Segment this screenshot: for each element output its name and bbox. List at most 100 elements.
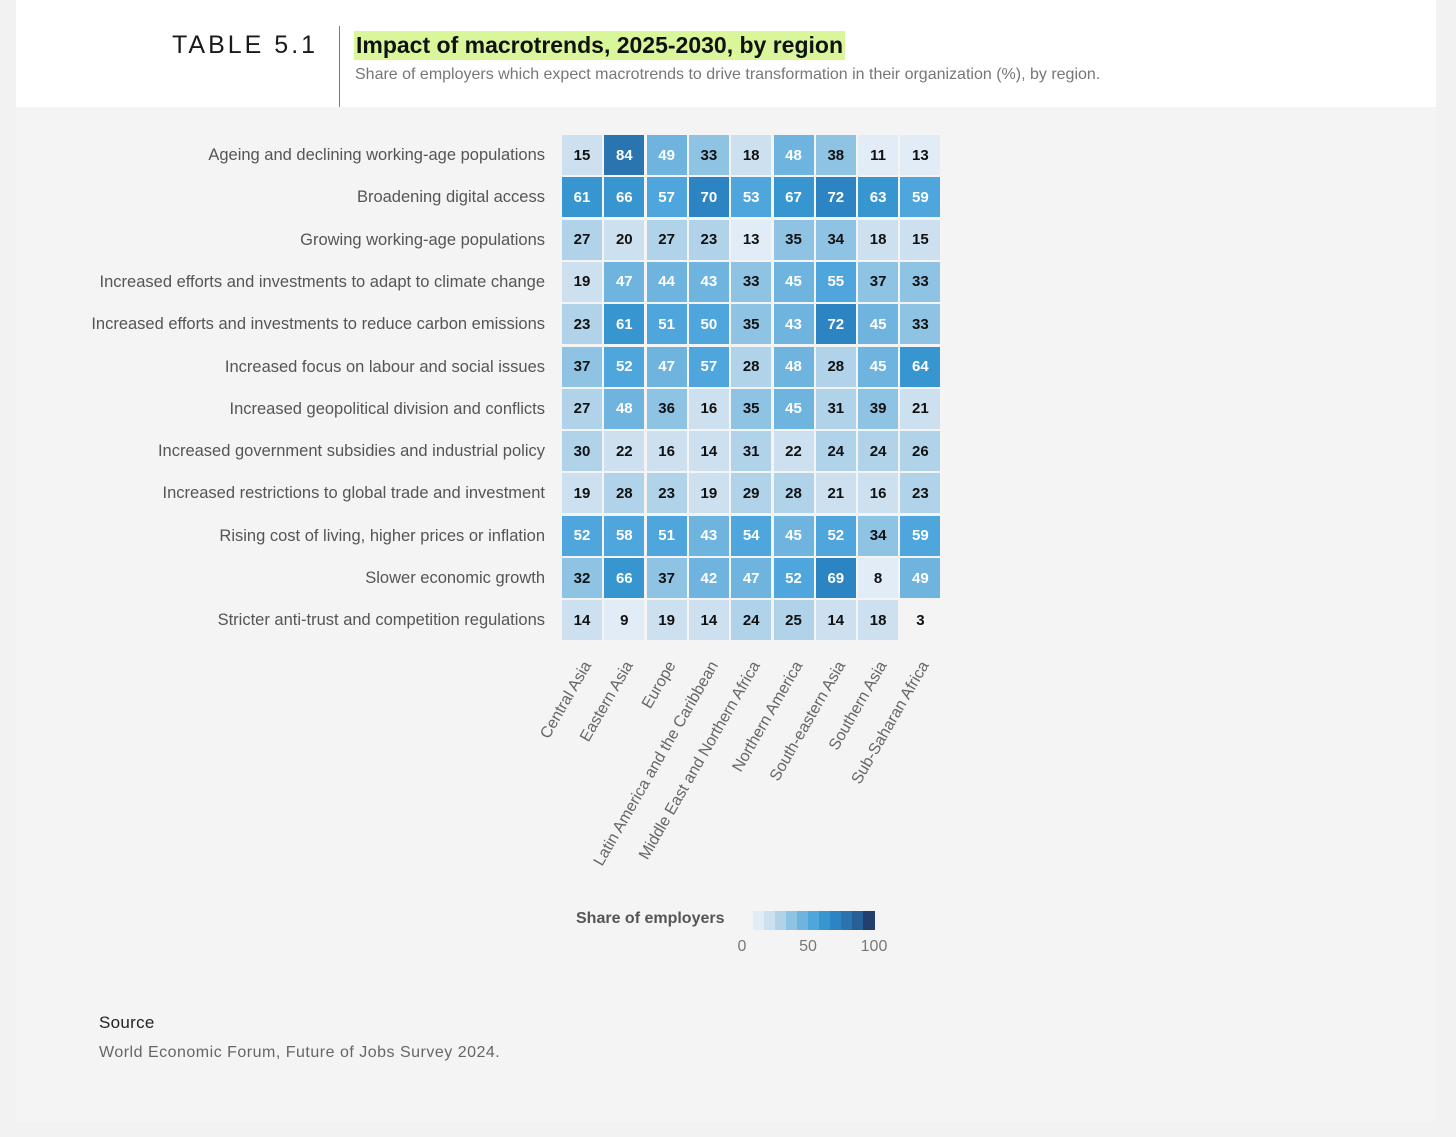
- heatmap-cell: 53: [731, 177, 772, 218]
- heatmap-cell: 63: [858, 177, 899, 218]
- column-label: South-eastern Asia: [766, 658, 849, 784]
- heatmap-cell: 14: [688, 600, 729, 641]
- heatmap-cell: 34: [815, 219, 856, 260]
- source-label: Source: [99, 1013, 155, 1032]
- heatmap-cell: 15: [562, 135, 602, 175]
- row-label: Increased geopolitical division and conf…: [229, 399, 545, 418]
- heatmap-cell: 35: [731, 388, 772, 429]
- heatmap-cell: 13: [900, 135, 941, 175]
- heatmap-cell: 51: [646, 515, 687, 556]
- heatmap-cell: 72: [815, 304, 856, 345]
- heatmap-cell: 49: [646, 135, 687, 175]
- legend-title: Share of employers: [576, 910, 725, 927]
- row-label: Increased efforts and investments to red…: [91, 315, 545, 334]
- row-label: Increased government subsidies and indus…: [157, 442, 545, 461]
- heatmap-cell: 18: [858, 219, 899, 260]
- heatmap-cell: 58: [604, 515, 645, 556]
- heatmap-cell: 27: [562, 388, 602, 429]
- column-label: Europe: [638, 658, 680, 712]
- heatmap-cell: 21: [900, 388, 941, 429]
- legend-swatch: [786, 911, 798, 930]
- heatmap-cell: 8: [858, 558, 899, 598]
- row-label: Rising cost of living, higher prices or …: [219, 526, 545, 545]
- heatmap-cell: 32: [562, 558, 602, 598]
- legend-swatch: [742, 911, 754, 930]
- heatmap-cell: 61: [562, 177, 602, 218]
- heatmap-cell: 66: [604, 177, 645, 218]
- heatmap-cell: 52: [815, 515, 856, 556]
- heatmap-cell: 64: [900, 346, 941, 387]
- legend-swatch: [797, 911, 809, 930]
- legend-swatch: [753, 911, 765, 930]
- heatmap-cell: 57: [646, 177, 687, 218]
- heatmap-cell: 18: [731, 135, 772, 175]
- header-divider: [339, 26, 340, 107]
- heatmap-cell: 59: [900, 515, 941, 556]
- legend-tick-label: 50: [799, 938, 817, 955]
- row-label: Increased restrictions to global trade a…: [162, 484, 545, 503]
- heatmap-cell: 28: [773, 473, 814, 514]
- heatmap-cell: 16: [688, 388, 729, 429]
- row-label: Broadening digital access: [356, 188, 545, 207]
- heatmap-cell: 48: [773, 135, 814, 175]
- legend-swatch: [764, 911, 776, 930]
- heatmap-cell: 35: [773, 219, 814, 260]
- heatmap-cell: 37: [858, 261, 899, 302]
- heatmap-cell: 33: [731, 261, 772, 302]
- row-label: Slower economic growth: [365, 569, 545, 587]
- heatmap-cell: 18: [858, 600, 899, 641]
- heatmap-cell: 23: [646, 473, 687, 514]
- heatmap-cell: 27: [562, 219, 602, 260]
- heatmap-cell: 28: [731, 346, 772, 387]
- heatmap-cell: 61: [604, 304, 645, 345]
- heatmap-cell: 16: [646, 431, 687, 472]
- legend-swatch: [830, 911, 842, 930]
- heatmap-cell: 52: [604, 346, 645, 387]
- heatmap-cell: 67: [773, 177, 814, 218]
- heatmap-cell: 19: [562, 261, 602, 302]
- column-label: Sub-Saharan Africa: [848, 658, 934, 787]
- heatmap-cell: 3: [900, 600, 941, 641]
- heatmap-cell: 20: [604, 219, 645, 260]
- row-label: Stricter anti-trust and competition regu…: [217, 611, 545, 630]
- heatmap-cell: 36: [646, 388, 687, 429]
- heatmap-cell: 37: [646, 558, 687, 598]
- heatmap-cell: 66: [604, 558, 645, 598]
- heatmap-cell: 69: [815, 558, 856, 598]
- heatmap-cell: 51: [646, 304, 687, 345]
- heatmap-cell: 16: [858, 473, 899, 514]
- heatmap-cell: 55: [815, 261, 856, 302]
- heatmap-cell: 14: [562, 600, 602, 641]
- heatmap-cell: 49: [900, 558, 941, 598]
- heatmap-cell: 31: [731, 431, 772, 472]
- heatmap-cell: 44: [646, 261, 687, 302]
- legend-swatch: [852, 911, 864, 930]
- heatmap-cell: 47: [604, 261, 645, 302]
- heatmap-cell: 57: [688, 346, 729, 387]
- legend-tick-label: 100: [860, 938, 888, 955]
- heatmap-cell: 43: [773, 304, 814, 345]
- heatmap-cell: 37: [562, 346, 602, 387]
- heatmap-cell: 45: [773, 261, 814, 302]
- heatmap-cell: 28: [815, 346, 856, 387]
- heatmap-cell: 48: [773, 346, 814, 387]
- row-label: Ageing and declining working-age populat…: [208, 146, 545, 164]
- heatmap-cell: 22: [604, 431, 645, 472]
- heatmap-cell: 29: [731, 473, 772, 514]
- heatmap-cell: 45: [858, 346, 899, 387]
- heatmap-cell: 47: [646, 346, 687, 387]
- heatmap-cell: 47: [731, 558, 772, 598]
- legend-swatch: [863, 911, 875, 930]
- heatmap-cell: 45: [858, 304, 899, 345]
- heatmap-cell: 19: [688, 473, 729, 514]
- heatmap-cell: 23: [900, 473, 941, 514]
- row-label: Increased efforts and investments to ada…: [99, 272, 545, 291]
- heatmap-cell: 13: [731, 219, 772, 260]
- table-card: TABLE 5.1 Impact of macrotrends, 2025-20…: [16, 0, 1436, 1122]
- heatmap-cell: 33: [900, 261, 941, 302]
- heatmap-cell: 45: [773, 388, 814, 429]
- heatmap-cell: 72: [815, 177, 856, 218]
- heatmap-cell: 31: [815, 388, 856, 429]
- heatmap-cell: 24: [858, 431, 899, 472]
- heatmap-cell: 33: [688, 135, 729, 175]
